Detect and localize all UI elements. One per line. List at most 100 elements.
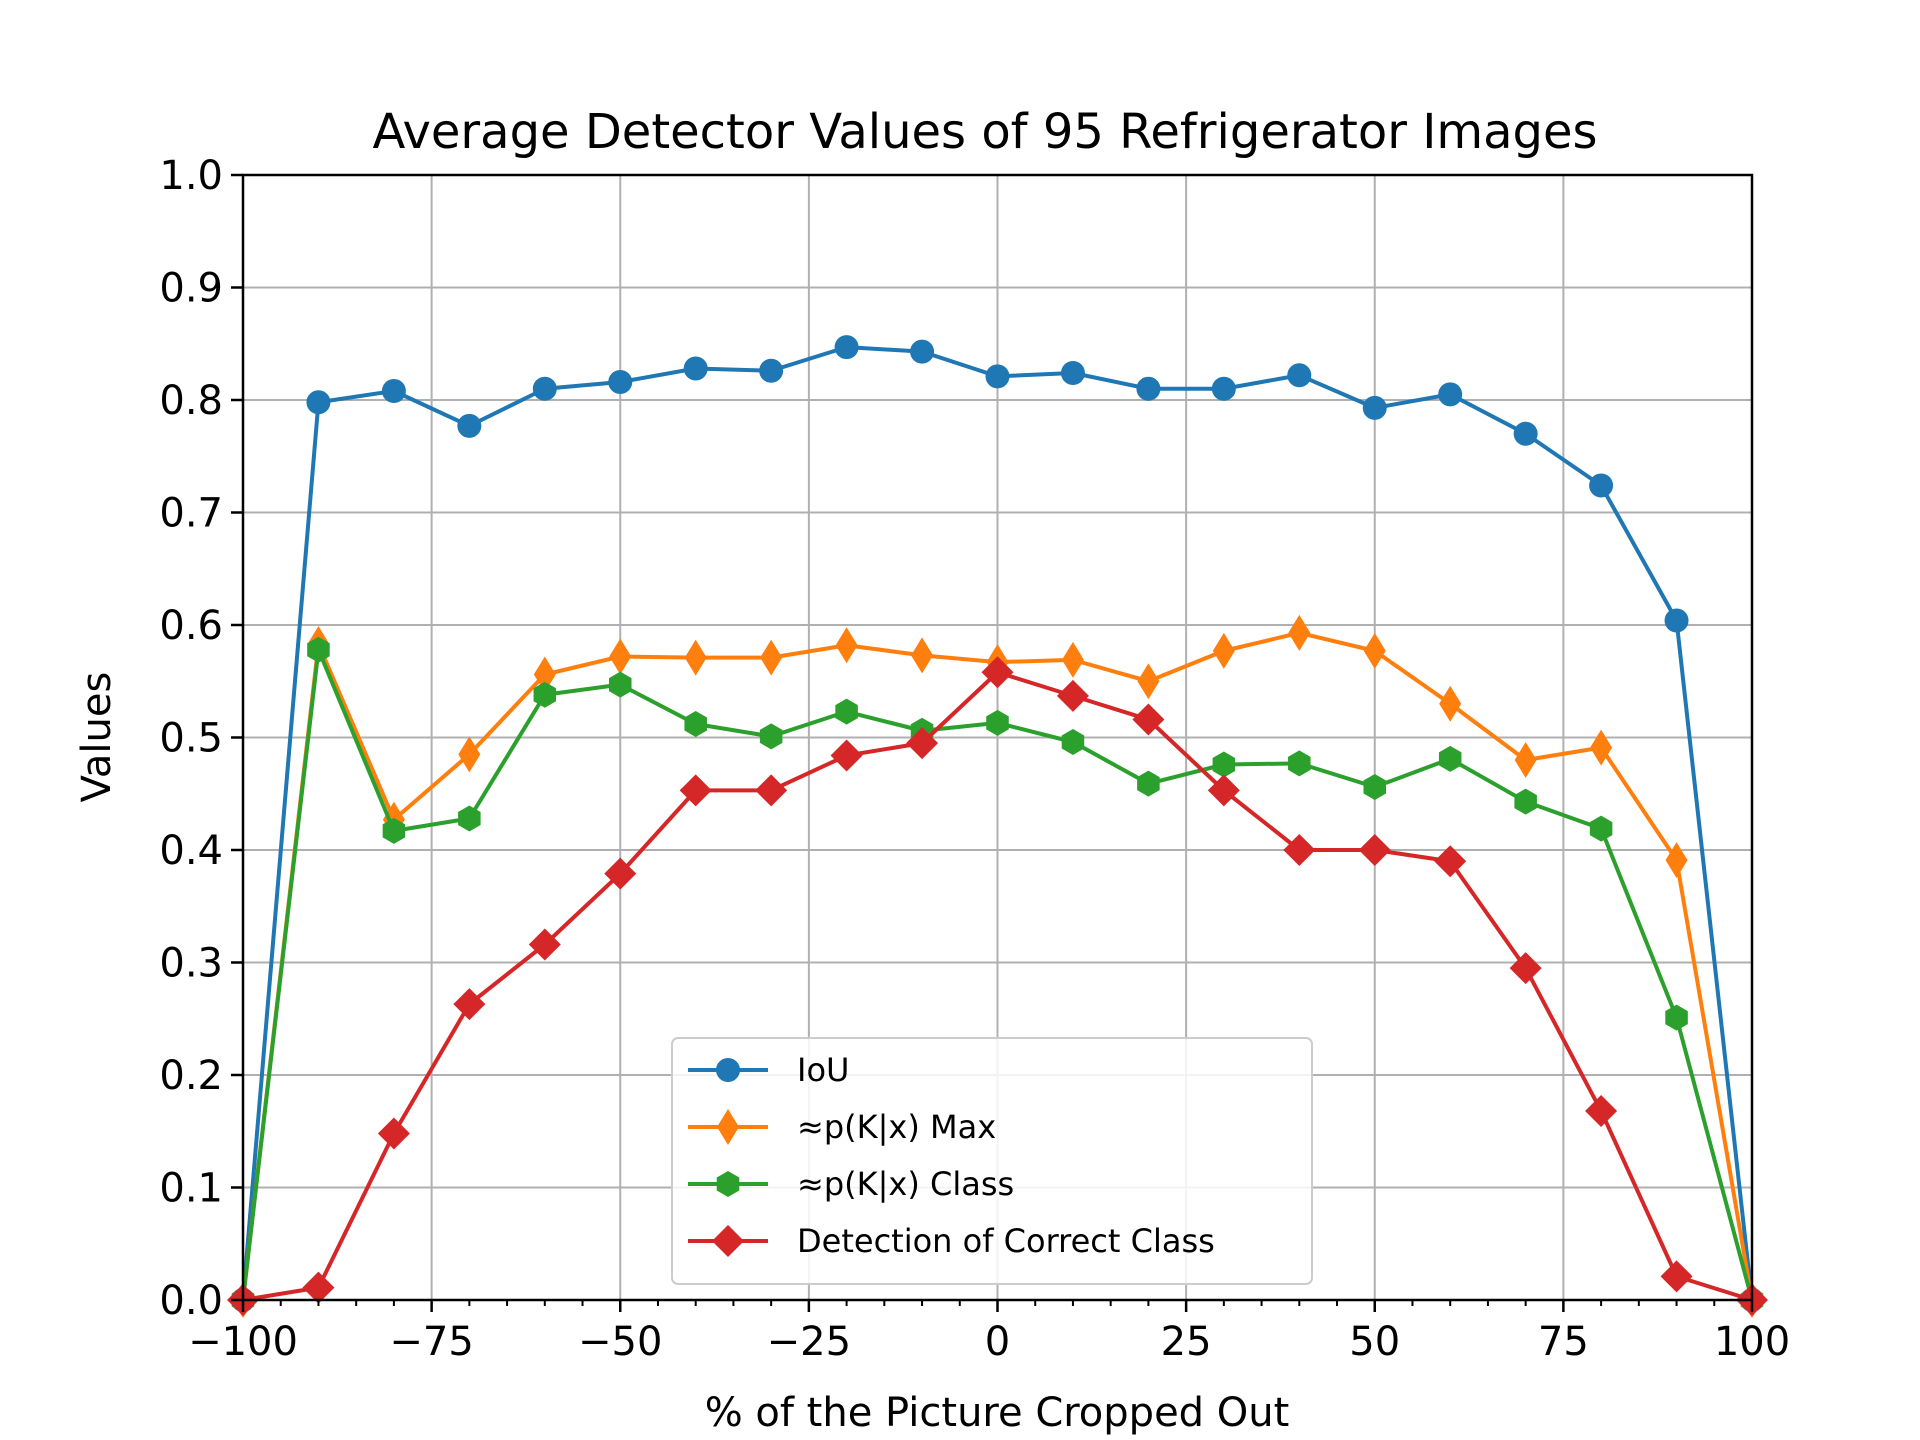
series-layer — [227, 335, 1768, 1318]
data-point — [1665, 1004, 1688, 1031]
data-point — [986, 709, 1009, 736]
y-tick-label: 1.0 — [159, 153, 223, 199]
data-point — [1211, 376, 1236, 401]
legend-label: IoU — [797, 1051, 849, 1089]
data-point — [1287, 363, 1312, 388]
data-point — [1664, 608, 1689, 633]
data-point — [684, 711, 707, 737]
data-point — [458, 805, 481, 832]
y-tick-label: 0.7 — [159, 491, 223, 537]
data-point — [679, 774, 712, 807]
data-point — [1438, 745, 1462, 772]
data-point — [1212, 632, 1235, 669]
data-point — [382, 817, 406, 844]
legend-marker — [712, 1225, 744, 1257]
data-point — [981, 656, 1014, 689]
data-point — [1439, 685, 1462, 722]
legend-label: ≈p(K|x) Class — [797, 1165, 1014, 1203]
x-tick-label: 0 — [985, 1319, 1010, 1365]
data-point — [910, 339, 935, 364]
axis-ticks: −100 −75 −50 −25 0 25 50 75 100 0.0 0.1 0.2 0.3 0.4 0.… — [159, 153, 1790, 1365]
data-point — [1288, 614, 1311, 651]
y-tick-label: 0.1 — [159, 1166, 223, 1212]
legend-entry: Detection of Correct Class — [688, 1222, 1215, 1260]
data-point — [759, 723, 783, 750]
data-point — [608, 370, 633, 394]
x-axis-label: % of the Picture Cropped Out — [705, 1390, 1290, 1436]
data-point — [1589, 815, 1613, 842]
legend-marker — [716, 1171, 740, 1197]
data-point — [1665, 842, 1688, 879]
y-tick-label: 0.8 — [159, 378, 223, 424]
legend-label: Detection of Correct Class — [797, 1222, 1215, 1260]
data-point — [457, 413, 482, 438]
data-point — [1207, 774, 1240, 807]
x-tick-label: 75 — [1538, 1319, 1589, 1365]
data-point — [1589, 473, 1614, 498]
data-point — [684, 639, 707, 676]
y-tick-label: 0.4 — [159, 828, 223, 874]
grid — [242, 174, 1753, 1301]
data-point — [1137, 663, 1160, 700]
data-point — [1363, 632, 1386, 669]
data-point — [1283, 834, 1316, 866]
data-point — [906, 727, 939, 760]
data-point — [830, 739, 863, 772]
data-point — [755, 774, 788, 807]
x-tick-label: 100 — [1714, 1319, 1790, 1365]
data-point — [1660, 1260, 1693, 1293]
data-point — [1288, 750, 1311, 777]
data-point — [609, 638, 632, 675]
x-tick-label: −75 — [389, 1319, 473, 1365]
data-point — [453, 988, 486, 1021]
series-3 — [227, 656, 1768, 1316]
y-tick-label: 0.6 — [159, 603, 223, 649]
data-point — [1362, 395, 1387, 420]
data-point — [381, 379, 406, 403]
data-point — [307, 636, 330, 663]
data-point — [1061, 641, 1084, 678]
data-point — [1137, 770, 1160, 797]
data-point — [834, 335, 859, 360]
data-point — [1358, 834, 1391, 866]
legend-label: ≈p(K|x) Max — [797, 1108, 996, 1146]
legend: IoU ≈p(K|x) Max ≈p(K|x) Class Detection of … — [671, 1037, 1313, 1285]
data-point — [1136, 376, 1161, 401]
data-point — [1514, 788, 1537, 815]
legend-entry: ≈p(K|x) Class — [688, 1165, 1014, 1203]
data-point — [759, 358, 784, 383]
y-axis-label: Values — [74, 672, 120, 803]
data-point — [760, 639, 783, 676]
data-point — [835, 627, 858, 664]
data-point — [533, 656, 556, 693]
data-point — [1513, 421, 1538, 446]
data-point — [911, 637, 934, 674]
y-tick-label: 0.9 — [159, 266, 223, 312]
data-point — [1438, 382, 1463, 407]
data-point — [985, 364, 1010, 389]
data-point — [1590, 729, 1613, 766]
data-point — [683, 356, 708, 381]
legend-marker — [716, 1058, 740, 1082]
data-point — [377, 1117, 410, 1150]
y-tick-label: 0.2 — [159, 1053, 223, 1099]
data-point — [1514, 742, 1537, 778]
y-tick-label: 0.5 — [159, 716, 223, 762]
legend-box — [671, 1037, 1313, 1285]
data-point — [306, 390, 331, 415]
data-point — [1212, 751, 1236, 778]
x-tick-label: −25 — [767, 1319, 851, 1365]
legend-marker — [717, 1109, 739, 1145]
data-point — [458, 736, 481, 773]
data-point — [1434, 845, 1467, 878]
series-0 — [231, 335, 1764, 1312]
data-point — [532, 376, 557, 401]
data-point — [302, 1271, 335, 1304]
data-point — [1060, 361, 1085, 385]
y-tick-label: 0.0 — [159, 1278, 223, 1324]
x-tick-label: 50 — [1349, 1319, 1400, 1365]
chart-title: Average Detector Values of 95 Refrigerat… — [372, 104, 1597, 160]
data-point — [1585, 1095, 1618, 1127]
x-tick-label: −50 — [578, 1319, 662, 1365]
